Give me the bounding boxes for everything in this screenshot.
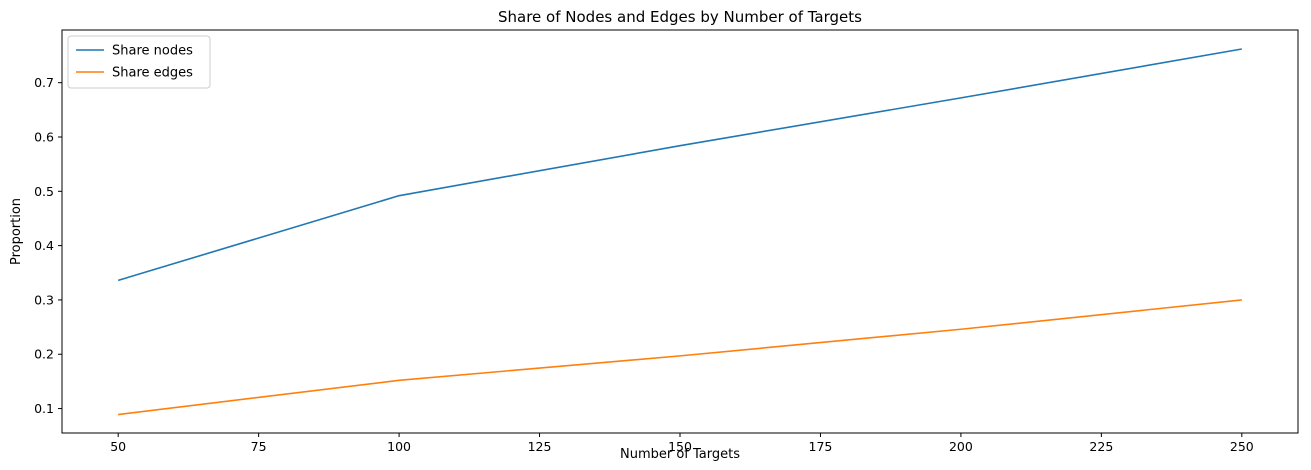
x-tick-label: 50 [110, 439, 126, 454]
y-tick-label: 0.2 [34, 347, 54, 362]
chart-title: Share of Nodes and Edges by Number of Ta… [498, 8, 862, 26]
x-tick-label: 175 [809, 439, 833, 454]
series-lines [117, 48, 1242, 416]
x-tick-label: 125 [528, 439, 552, 454]
x-tick-label: 225 [1089, 439, 1113, 454]
y-tick-label: 0.5 [34, 184, 54, 199]
x-tick-label: 75 [251, 439, 267, 454]
y-tick-label: 0.1 [34, 401, 54, 416]
series-line-1 [118, 299, 1242, 416]
legend: Share nodes Share edges [67, 35, 211, 89]
legend-label: Share nodes [112, 44, 193, 59]
plot-frame [61, 29, 1299, 434]
y-tick-label: 0.3 [34, 292, 54, 307]
y-tick-label: 0.7 [34, 75, 54, 90]
y-tick-label: 0.4 [34, 238, 54, 253]
y-axis-label: Proportion [9, 198, 24, 265]
legend-label: Share edges [112, 66, 193, 81]
legend-box [67, 35, 211, 89]
x-tick-label: 150 [668, 439, 692, 454]
x-tick-label: 100 [387, 439, 411, 454]
x-tick-label: 200 [949, 439, 973, 454]
x-tick-label: 250 [1230, 439, 1254, 454]
series-line-0 [117, 48, 1242, 282]
x-axis-label: Number of Targets [620, 447, 740, 462]
axis-ticks: 50 75 100 125 150 175 200 225 250 0.1 0.2 0.3 0.4 0.5… [34, 75, 1254, 454]
y-tick-label: 0.6 [34, 129, 54, 144]
